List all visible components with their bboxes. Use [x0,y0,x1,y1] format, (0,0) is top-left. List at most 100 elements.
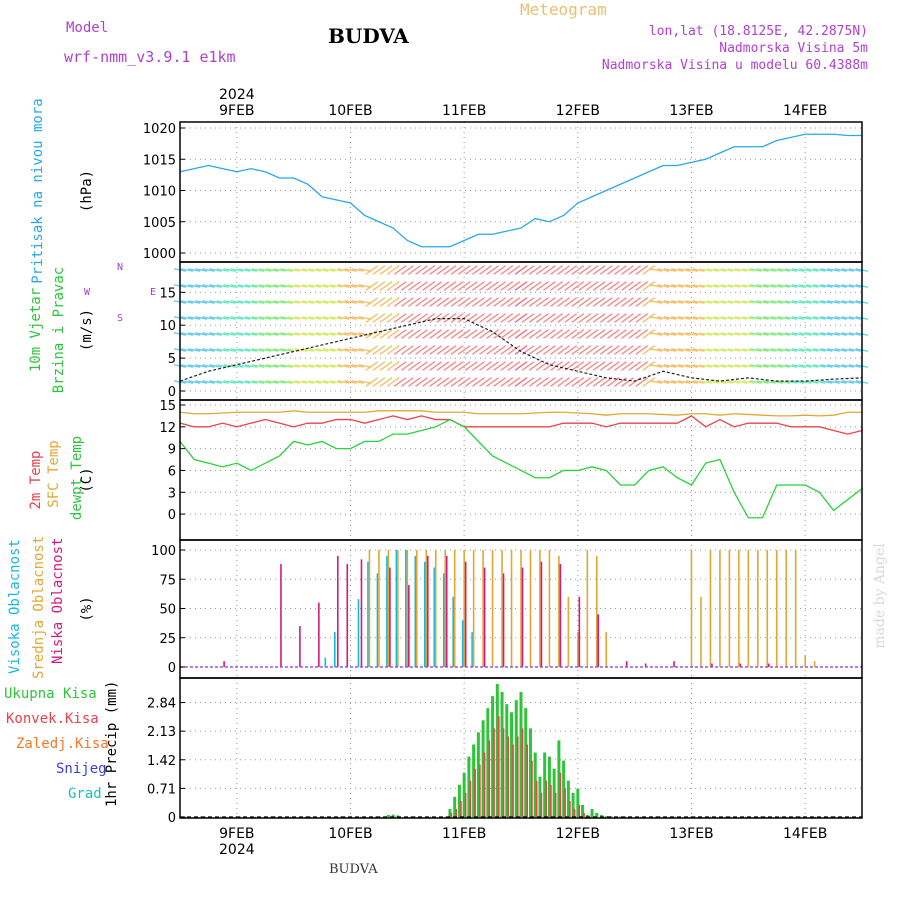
wind-barb [507,377,521,387]
wind-barb [237,380,251,384]
wind-barb [756,364,769,368]
wind-barb [507,297,521,307]
wind-barb [195,316,208,320]
wind-barb [834,348,847,352]
wind-barb [841,364,854,368]
wind-barb [259,380,272,384]
wind-barb [223,284,236,288]
wind-barb [671,284,684,288]
wind-barb [628,281,642,291]
wind-barb [735,284,748,288]
wind-barb [500,297,514,307]
wind-barb [735,364,748,368]
wind-barb [408,265,421,275]
wind-barb [514,297,528,307]
wind-barb [621,329,634,339]
wind-barb [344,300,357,304]
wind-barb [820,316,833,320]
wind-barb [188,332,201,336]
wind-barb [237,268,251,272]
wind-barb [422,345,436,355]
wind-barb [827,300,840,304]
wind-barb [699,348,712,352]
wind-barb [180,316,194,320]
wind-barb [578,313,592,323]
wind-barb [301,332,315,336]
wind-barb [656,284,670,288]
wind-barb [841,348,854,352]
wind-barb [266,332,279,336]
wind-barb [813,316,826,320]
wind-barb [749,284,762,288]
wind-barb [330,332,343,336]
wind-barb [301,380,315,384]
wind-barb [713,300,727,304]
wind-barb [528,313,542,323]
wind-barb [543,361,556,371]
wind-barb [308,300,322,304]
wind-barb [599,329,613,339]
wind-barb [386,329,400,339]
wind-barb [393,313,407,323]
wind-barb [230,300,243,304]
wind-barb [649,364,663,368]
wind-barb [521,361,535,371]
wind-barb [848,332,862,336]
cloud-tick: 50 [159,603,176,618]
wind-barb [763,300,776,304]
wind-barb [188,380,201,384]
wind-barb [599,297,613,307]
wind-barb [287,284,300,288]
wind-barb [727,332,741,336]
wind-barb [237,284,251,288]
wind-barb [429,377,443,387]
wind-barb [188,316,201,320]
wind-tick: 10 [159,319,176,334]
model-name: wrf-nmm_v3.9.1 e1km [64,48,236,66]
wind-barb [664,364,677,368]
wind-barb [621,281,634,291]
wind-barb [692,348,705,352]
wind-barb [706,364,719,368]
wind-barb [813,348,826,352]
wind-barb [436,345,450,355]
wind-barb [848,380,862,384]
wind-barb [756,332,769,336]
wind-barb [777,380,790,384]
wind-barb [514,345,528,355]
wind-barb [514,313,528,323]
wind-barb [578,265,592,275]
wind-barb [692,332,705,336]
wind-barb [543,377,556,387]
wind-barb [678,364,691,368]
wind-barb [806,364,819,368]
wind-barb [237,316,251,320]
wind-barb [784,300,798,304]
wind-barb [180,348,194,352]
wind-barb [827,364,840,368]
wind-barb [344,316,357,320]
wind-barb [486,313,499,323]
wind-barb [358,268,371,272]
wind-barb [266,284,279,288]
wind-barb [692,300,705,304]
wind-barb [308,364,322,368]
wind-barb [656,316,670,320]
wind-barb [685,332,698,336]
wind-barb [486,345,499,355]
wind-barb [280,300,293,304]
compass-n: N [117,262,124,273]
wind-barb [713,268,727,272]
wind-barb [571,361,585,371]
wind-barb [337,300,350,304]
wind-barb [301,316,315,320]
wind-barb [727,300,741,304]
wind-barb [500,361,514,371]
wind-barb [337,332,350,336]
wind-barb [678,380,691,384]
wind-barb [422,377,436,387]
wind-barb [749,268,762,272]
wind-barb [259,348,272,352]
panel-frame [179,677,863,819]
wind-barb [493,313,507,323]
